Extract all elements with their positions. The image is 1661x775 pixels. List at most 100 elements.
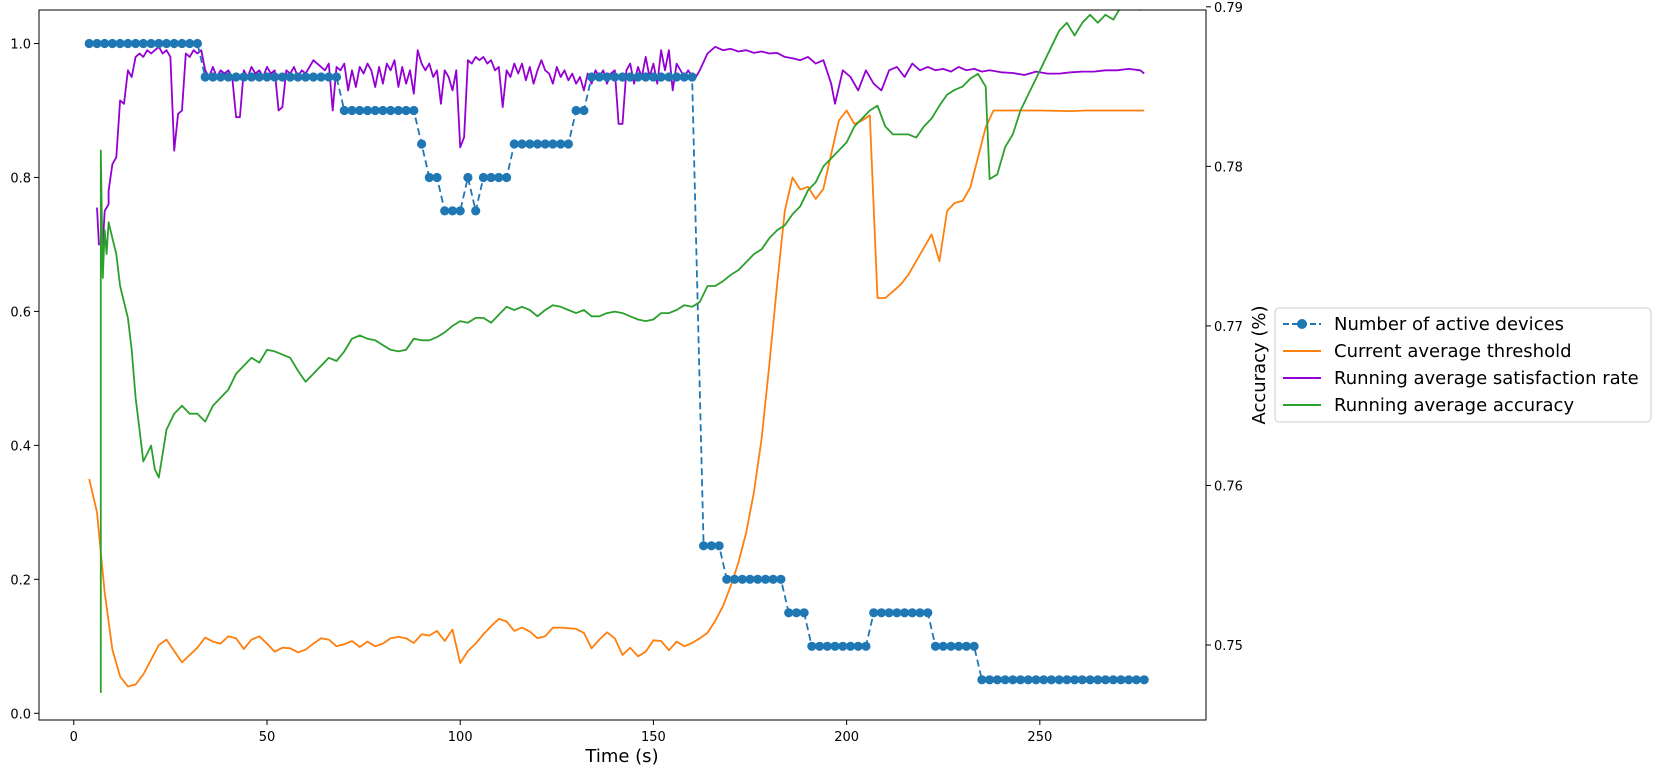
data-point xyxy=(784,608,794,618)
data-point xyxy=(409,105,419,116)
data-point xyxy=(393,105,403,116)
data-point xyxy=(556,139,566,149)
left-y-tick-label: 0.6 xyxy=(10,305,31,320)
data-point xyxy=(509,139,519,149)
data-point xyxy=(633,72,643,82)
data-point xyxy=(138,38,148,49)
data-point xyxy=(463,172,473,183)
left-y-tick-label: 0.2 xyxy=(10,573,31,588)
data-point xyxy=(146,38,156,49)
data-point xyxy=(440,206,450,216)
data-point xyxy=(714,541,724,551)
data-point xyxy=(815,641,825,651)
data-point xyxy=(208,72,218,82)
series-line xyxy=(96,45,1145,246)
x-axis-title: Time (s) xyxy=(584,746,658,767)
series-running-average-satisfaction-rate xyxy=(96,45,1145,246)
legend-label: Running average accuracy xyxy=(1334,395,1574,416)
data-point xyxy=(892,608,902,618)
data-point xyxy=(656,72,666,82)
data-point xyxy=(262,72,272,82)
data-point xyxy=(424,172,434,183)
left-y-tick-label: 0.4 xyxy=(10,439,31,454)
data-point xyxy=(478,172,488,183)
data-point xyxy=(246,72,257,82)
data-point xyxy=(169,38,179,49)
data-point xyxy=(760,574,771,584)
data-point xyxy=(417,139,427,149)
data-point xyxy=(706,541,717,551)
x-tick-label: 150 xyxy=(641,730,666,745)
right-y-tick-label: 0.79 xyxy=(1214,1,1243,16)
data-point xyxy=(915,608,925,618)
data-point xyxy=(1070,675,1080,685)
data-point xyxy=(455,206,465,216)
data-point xyxy=(432,172,442,183)
x-tick-label: 250 xyxy=(1027,730,1052,745)
data-point xyxy=(92,38,102,49)
data-point xyxy=(1077,675,1087,685)
series-current-average-threshold xyxy=(88,109,1145,688)
data-point xyxy=(84,38,94,49)
series-line xyxy=(88,109,1145,688)
data-point xyxy=(1023,675,1033,685)
data-point xyxy=(579,105,589,116)
data-point xyxy=(776,574,786,584)
data-point xyxy=(1131,675,1141,685)
data-point xyxy=(347,105,357,116)
data-point xyxy=(239,72,249,82)
data-point xyxy=(594,72,604,82)
data-point xyxy=(301,72,311,82)
data-point xyxy=(745,574,755,584)
data-point xyxy=(876,608,887,618)
data-point xyxy=(293,72,303,82)
data-point xyxy=(838,641,848,651)
data-point xyxy=(648,72,659,82)
data-point xyxy=(107,38,117,49)
data-point xyxy=(540,139,550,149)
data-point xyxy=(664,72,674,82)
data-point xyxy=(401,105,411,116)
data-point xyxy=(270,72,280,82)
data-point xyxy=(1085,675,1095,685)
data-point xyxy=(1108,675,1118,685)
data-point xyxy=(277,72,287,82)
data-point xyxy=(115,38,125,49)
data-point xyxy=(1054,675,1064,685)
series-running-average-accuracy xyxy=(99,10,1142,693)
legend: Number of active devices Current average… xyxy=(1274,307,1652,423)
legend-marker-icon xyxy=(1297,319,1307,329)
data-point xyxy=(378,105,388,116)
series-layer xyxy=(84,10,1149,693)
right-y-tick-label: 0.77 xyxy=(1214,320,1243,335)
legend-entry-active-devices: Number of active devices xyxy=(1283,314,1564,335)
x-tick-label: 100 xyxy=(448,730,473,745)
data-point xyxy=(610,72,620,82)
data-point xyxy=(339,105,349,116)
data-point xyxy=(1015,675,1026,685)
data-point xyxy=(216,72,226,82)
data-point xyxy=(548,139,558,149)
left-y-tick-label: 0.0 xyxy=(10,707,31,722)
data-point xyxy=(1031,675,1041,685)
right-y-axis-title: Accuracy (%) xyxy=(1249,305,1270,424)
data-point xyxy=(938,641,948,651)
data-point xyxy=(907,608,917,618)
data-point xyxy=(355,105,365,116)
data-point xyxy=(324,72,334,82)
data-point xyxy=(1062,675,1072,685)
data-point xyxy=(1039,675,1049,685)
x-tick-label: 50 xyxy=(259,730,276,745)
data-point xyxy=(737,574,747,584)
data-point xyxy=(517,139,527,149)
data-point xyxy=(316,72,326,82)
legend-entry-average-accuracy: Running average accuracy xyxy=(1283,395,1574,416)
data-point xyxy=(131,38,141,49)
data-point xyxy=(1116,675,1126,685)
data-point xyxy=(1100,675,1111,685)
x-axis: 0 50 100 150 200 250 xyxy=(70,720,1052,745)
data-point xyxy=(362,105,373,116)
right-y-axis: 0.75 0.76 0.77 0.78 0.79 xyxy=(1206,1,1243,654)
data-point xyxy=(687,72,697,82)
